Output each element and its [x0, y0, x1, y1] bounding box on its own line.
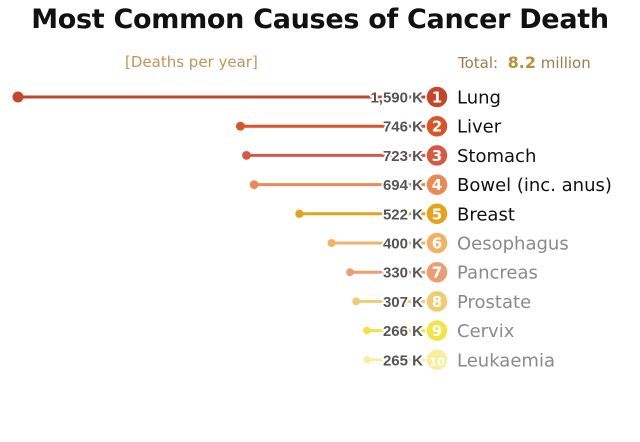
rank-badge [425, 260, 449, 284]
category-label: Lung [457, 88, 501, 109]
rank-number: 3 [432, 147, 442, 165]
chart-subtitle: [Deaths per year] [125, 53, 258, 71]
rank-number: 1 [432, 89, 442, 107]
total-summary: Total: 8.2 million [458, 53, 591, 72]
category-label: Liver [457, 117, 502, 138]
bar-end-dot [235, 121, 245, 131]
value-label: 723 K [383, 148, 423, 165]
value-label: 266 K [383, 323, 423, 340]
rank-badge [425, 289, 449, 314]
bar-end-dot [249, 180, 259, 189]
category-label: Leukaemia [457, 350, 555, 371]
total-unit: million [540, 54, 591, 72]
category-label: Cervix [457, 321, 515, 342]
value-label: 746 K [383, 119, 423, 136]
rank-number: 4 [432, 176, 442, 194]
rank-number: 6 [432, 235, 442, 253]
bar-end-dot [242, 150, 251, 160]
rank-number: 2 [432, 118, 442, 136]
bar-end-dot [363, 355, 371, 364]
rank-badge [425, 85, 449, 109]
rank-badge [425, 172, 449, 197]
bar-end-dot [295, 209, 304, 218]
value-label: 307 K [383, 294, 423, 311]
rank-number: 9 [432, 322, 442, 340]
total-value: 8.2 [507, 53, 536, 72]
value-label: 330 K [383, 265, 423, 282]
rank-number: 7 [432, 264, 442, 282]
rank-badge [425, 231, 449, 255]
value-label: 400 K [383, 236, 423, 253]
category-label: Pancreas [457, 263, 538, 284]
total-label: Total: [458, 54, 499, 72]
value-label: 522 K [383, 206, 423, 223]
rank-badge [425, 318, 449, 343]
value-label: 265 K [383, 352, 423, 369]
bar-end-dot [363, 326, 371, 335]
category-label: Stomach [457, 146, 536, 167]
bar-end-dot [352, 297, 360, 306]
category-label: Prostate [457, 292, 531, 313]
category-label: Breast [457, 204, 515, 225]
bar-end-dot [12, 91, 24, 103]
chart-title: Most Common Causes of Cancer Death [31, 4, 609, 35]
bar-end-dot [346, 268, 354, 277]
value-label: 694 K [383, 177, 423, 194]
rank-badge [425, 114, 449, 138]
rank-badge [425, 348, 449, 372]
rank-number: 10 [429, 355, 445, 368]
rank-number: 5 [432, 205, 442, 223]
value-label: 1,590 K [370, 90, 423, 107]
category-label: Oesophagus [457, 234, 569, 255]
bar-end-dot [327, 238, 336, 248]
rank-badge [425, 143, 449, 168]
rank-badge [425, 202, 449, 226]
category-label: Bowel (inc. anus) [457, 175, 612, 196]
rank-number: 8 [432, 293, 442, 311]
